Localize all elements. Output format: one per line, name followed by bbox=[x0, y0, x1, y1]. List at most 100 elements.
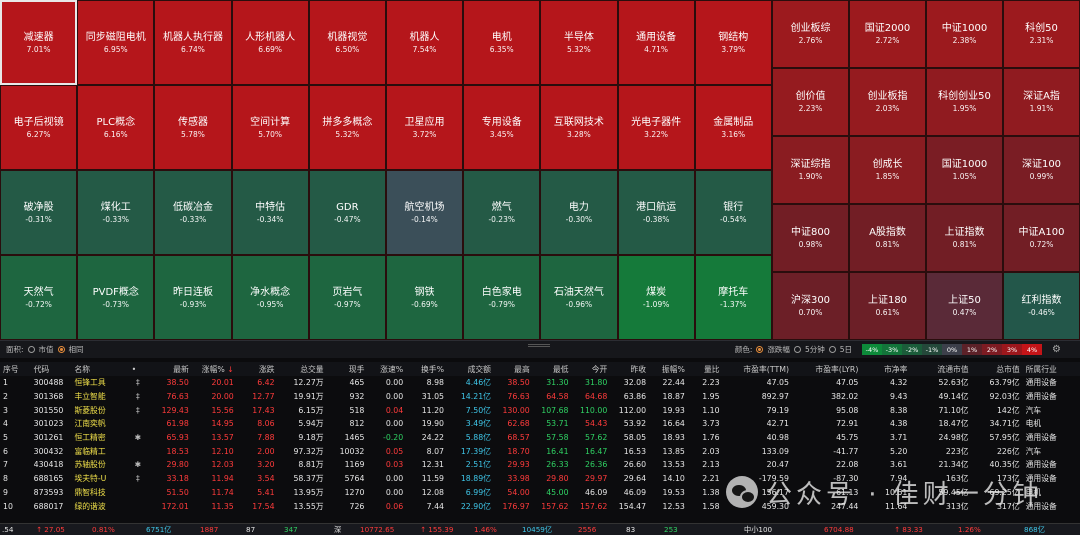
column-header[interactable]: • bbox=[131, 364, 137, 374]
index-tile[interactable]: 国证1000 1.05% bbox=[926, 136, 1003, 204]
column-header[interactable]: 昨收 bbox=[630, 364, 647, 374]
sector-tile[interactable]: 页岩气 -0.97% bbox=[308, 255, 386, 340]
index-tile[interactable]: 创业板指 2.03% bbox=[849, 68, 926, 136]
table-row[interactable]: 5 301261 恒工精密 ✱ 65.93 13.57 7.88 9.18万 1465 -0.20… bbox=[0, 431, 1080, 445]
area-cap-label[interactable]: 市值 bbox=[38, 345, 54, 354]
color-5min-radio[interactable] bbox=[793, 346, 801, 353]
index-tile[interactable]: 深证100 0.99% bbox=[1003, 136, 1080, 204]
index-tile[interactable]: 科创创业50 1.95% bbox=[926, 68, 1003, 136]
column-header[interactable]: 最高 bbox=[514, 364, 530, 374]
index-tile[interactable]: 创业板综 2.76% bbox=[772, 0, 849, 68]
sector-tile[interactable]: 减速器 7.01% bbox=[0, 0, 78, 85]
index-tile[interactable]: 深证A指 1.91% bbox=[1003, 68, 1080, 136]
sector-tile[interactable]: 破净股 -0.31% bbox=[0, 170, 78, 255]
sector-tile[interactable]: 机器人 7.54% bbox=[385, 0, 464, 85]
sector-tile[interactable]: 航空机场 -0.14% bbox=[385, 170, 464, 255]
sector-tile[interactable]: 煤化工 -0.33% bbox=[77, 170, 155, 255]
table-row[interactable]: 2 301368 丰立智能 ‡ 76.63 20.00 12.77 19.91万 932 0.00… bbox=[0, 390, 1080, 404]
index-tile[interactable]: 科创50 2.31% bbox=[1003, 0, 1080, 68]
column-header[interactable]: 市净率 bbox=[883, 364, 908, 374]
column-header[interactable]: 最新 bbox=[173, 364, 189, 374]
color-5day-radio[interactable] bbox=[828, 346, 836, 353]
column-header[interactable]: 今开 bbox=[591, 364, 608, 374]
sector-tile[interactable]: 低碳冶金 -0.33% bbox=[154, 170, 232, 255]
sector-tile[interactable]: 白色家电 -0.79% bbox=[463, 255, 541, 340]
sector-tile[interactable]: 传感器 5.78% bbox=[154, 85, 232, 170]
sector-tile[interactable]: 金属制品 3.16% bbox=[694, 85, 772, 170]
sector-tile[interactable]: 昨日连板 -0.93% bbox=[154, 255, 232, 340]
area-same-label[interactable]: 相同 bbox=[68, 345, 84, 354]
sector-tile[interactable]: 钢结构 3.79% bbox=[694, 0, 772, 85]
column-header[interactable]: 总交量 bbox=[300, 364, 324, 374]
sector-tile[interactable]: 中特估 -0.34% bbox=[231, 170, 309, 255]
sector-tile[interactable]: PLC概念 6.16% bbox=[77, 85, 155, 170]
column-header[interactable]: 现手 bbox=[348, 364, 365, 374]
sector-tile[interactable]: 光电子器件 3.22% bbox=[617, 85, 695, 170]
sector-tile[interactable]: PVDF概念 -0.73% bbox=[77, 255, 155, 340]
sector-tile[interactable]: 电子后视镜 6.27% bbox=[0, 85, 78, 170]
index-tile[interactable]: 深证综指 1.90% bbox=[772, 136, 849, 204]
column-header[interactable]: 最低 bbox=[552, 364, 569, 374]
sector-tile[interactable]: 天然气 -0.72% bbox=[0, 255, 78, 340]
sector-tile[interactable]: 港口航运 -0.38% bbox=[617, 170, 695, 255]
table-row[interactable]: 3 301550 斯菱股份 ‡ 129.43 15.56 17.43 6.15万 518 0.04… bbox=[0, 403, 1080, 417]
column-header[interactable]: 振幅% bbox=[661, 364, 685, 374]
index-tile[interactable]: 上证指数 0.81% bbox=[926, 204, 1003, 272]
column-header[interactable]: 流通市值 bbox=[937, 364, 969, 374]
sector-tile[interactable]: 燃气 -0.23% bbox=[463, 170, 541, 255]
color-change-label[interactable]: 涨跌幅 bbox=[767, 345, 790, 354]
column-header[interactable]: 名称 bbox=[74, 364, 91, 374]
resize-grip[interactable] bbox=[528, 344, 550, 347]
sector-tile[interactable]: 拼多多概念 5.32% bbox=[308, 85, 386, 170]
sector-tile[interactable]: 卫星应用 3.72% bbox=[385, 85, 464, 170]
index-tile[interactable]: 红利指数 -0.46% bbox=[1003, 272, 1080, 340]
index-tile[interactable]: 中证A100 0.72% bbox=[1003, 204, 1080, 272]
sector-tile[interactable]: 同步磁阻电机 6.95% bbox=[77, 0, 155, 85]
area-cap-radio[interactable] bbox=[27, 346, 35, 353]
index-tile[interactable]: 创价值 2.23% bbox=[772, 68, 849, 136]
sector-tile[interactable]: 专用设备 3.45% bbox=[463, 85, 541, 170]
column-header[interactable]: 量比 bbox=[703, 364, 720, 374]
index-tile[interactable]: 中证1000 2.38% bbox=[926, 0, 1003, 68]
sector-tile[interactable]: GDR -0.47% bbox=[308, 170, 386, 255]
sector-tile[interactable]: 摩托车 -1.37% bbox=[694, 255, 772, 340]
sector-tile[interactable]: 钢铁 -0.69% bbox=[385, 255, 464, 340]
column-header[interactable]: 成交额 bbox=[467, 364, 491, 374]
color-change-radio[interactable] bbox=[756, 346, 764, 353]
sector-tile[interactable]: 银行 -0.54% bbox=[694, 170, 772, 255]
table-row[interactable]: 10 688017 绿的谐波 172.01 11.35 17.54 13.55万 726 0.0… bbox=[0, 499, 1080, 513]
column-header[interactable]: 市盈率(LYR) bbox=[815, 364, 859, 374]
sector-tile[interactable]: 煤炭 -1.09% bbox=[617, 255, 695, 340]
column-header[interactable]: 序号 bbox=[3, 364, 19, 374]
area-same-radio[interactable] bbox=[57, 346, 65, 353]
index-tile[interactable]: 国证2000 2.72% bbox=[849, 0, 926, 68]
column-header[interactable]: 代码 bbox=[33, 364, 50, 374]
table-row[interactable]: 8 688165 埃夫特-U ‡ 33.18 11.94 3.54 58.37万 5764 0.0… bbox=[0, 472, 1080, 486]
sector-tile[interactable]: 空间计算 5.70% bbox=[231, 85, 309, 170]
sector-tile[interactable]: 净水概念 -0.95% bbox=[231, 255, 309, 340]
column-header[interactable]: 市盈率(TTM) bbox=[743, 364, 789, 374]
index-tile[interactable]: 中证800 0.98% bbox=[772, 204, 849, 272]
sector-tile[interactable]: 石油天然气 -0.96% bbox=[540, 255, 618, 340]
sector-tile[interactable]: 机器视觉 6.50% bbox=[308, 0, 386, 85]
sector-tile[interactable]: 半导体 5.32% bbox=[540, 0, 618, 85]
sector-tile[interactable]: 电力 -0.30% bbox=[540, 170, 618, 255]
table-row[interactable]: 9 873593 鼎智科技 51.50 11.74 5.41 13.95万 1270 0.00 1… bbox=[0, 486, 1080, 500]
sector-tile[interactable]: 电机 6.35% bbox=[463, 0, 541, 85]
table-row[interactable]: 6 300432 富临精工 18.53 12.10 2.00 97.32万 10032 0.05… bbox=[0, 444, 1080, 458]
index-tile[interactable]: 创成长 1.85% bbox=[849, 136, 926, 204]
index-tile[interactable]: 上证180 0.61% bbox=[849, 272, 926, 340]
color-5day-label[interactable]: 5日 bbox=[839, 345, 852, 354]
column-header[interactable]: 涨幅% ↓ bbox=[201, 364, 234, 374]
table-row[interactable]: 7 430418 苏轴股份 ✱ 29.80 12.03 3.20 8.81万 1169 0.03 1… bbox=[0, 458, 1080, 472]
sector-tile[interactable]: 人形机器人 6.69% bbox=[231, 0, 309, 85]
color-5min-label[interactable]: 5分钟 bbox=[804, 345, 825, 354]
sector-tile[interactable]: 通用设备 4.71% bbox=[617, 0, 695, 85]
gear-icon[interactable]: ⚙ bbox=[1052, 343, 1061, 355]
index-tile[interactable]: A股指数 0.81% bbox=[849, 204, 926, 272]
column-header[interactable]: 换手% bbox=[421, 364, 445, 374]
sector-tile[interactable]: 互联网技术 3.28% bbox=[540, 85, 618, 170]
index-tile[interactable]: 沪深300 0.70% bbox=[772, 272, 849, 340]
column-header[interactable]: 涨跌 bbox=[259, 364, 275, 374]
sector-tile[interactable]: 机器人执行器 6.74% bbox=[154, 0, 232, 85]
